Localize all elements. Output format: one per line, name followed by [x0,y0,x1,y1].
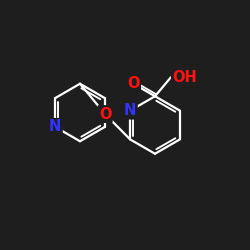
Text: OH: OH [172,70,197,84]
Text: N: N [49,120,61,134]
Text: O: O [99,106,111,122]
Text: O: O [127,76,140,91]
Text: N: N [124,103,136,118]
